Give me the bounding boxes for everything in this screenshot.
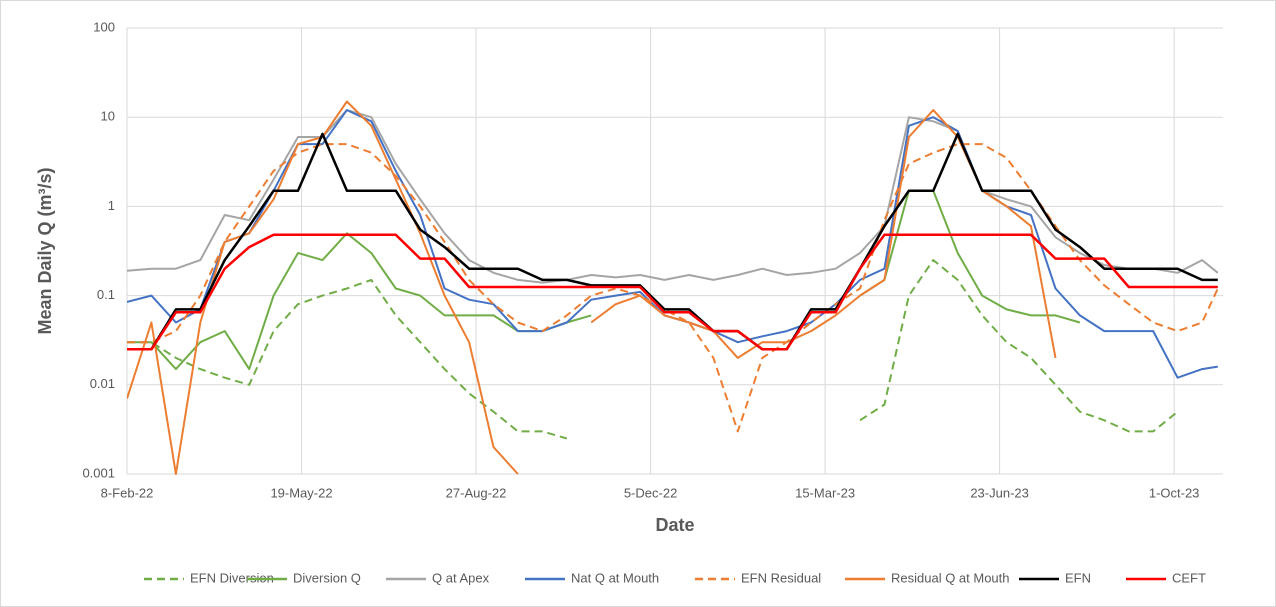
y-tick-label: 100: [93, 19, 115, 34]
legend-label: Q at Apex: [432, 570, 490, 585]
series-line: [127, 259, 1179, 440]
legend-label: CEFT: [1172, 570, 1206, 585]
y-tick-label: 0.1: [97, 287, 115, 302]
y-tick-label: 0.001: [82, 465, 115, 480]
legend-label: Diversion Q: [293, 570, 361, 585]
y-tick-label: 0.01: [90, 376, 115, 391]
x-tick-label: 15-Mar-23: [795, 485, 855, 500]
y-tick-label: 10: [101, 109, 115, 124]
series-line: [127, 132, 1218, 351]
x-axis-title: Date: [655, 515, 694, 535]
legend-label: Nat Q at Mouth: [571, 570, 659, 585]
series-line: [127, 233, 1218, 351]
x-tick-label: 23-Jun-23: [970, 485, 1029, 500]
x-tick-label: 19-May-22: [270, 485, 332, 500]
legend-label: EFN Residual: [741, 570, 821, 585]
y-axis-title: Mean Daily Q (m³/s): [35, 167, 55, 334]
legend-label: EFN: [1065, 570, 1091, 585]
x-tick-label: 5-Dec-22: [624, 485, 677, 500]
legend-label: Residual Q at Mouth: [891, 570, 1010, 585]
x-tick-label: 8-Feb-22: [101, 485, 154, 500]
x-tick-label: 27-Aug-22: [446, 485, 507, 500]
legend-label: EFN Diversion: [190, 570, 274, 585]
x-tick-label: 1-Oct-23: [1149, 485, 1200, 500]
y-tick-label: 1: [108, 198, 115, 213]
plot-lines: [127, 100, 1219, 475]
series-line: [127, 109, 1219, 284]
